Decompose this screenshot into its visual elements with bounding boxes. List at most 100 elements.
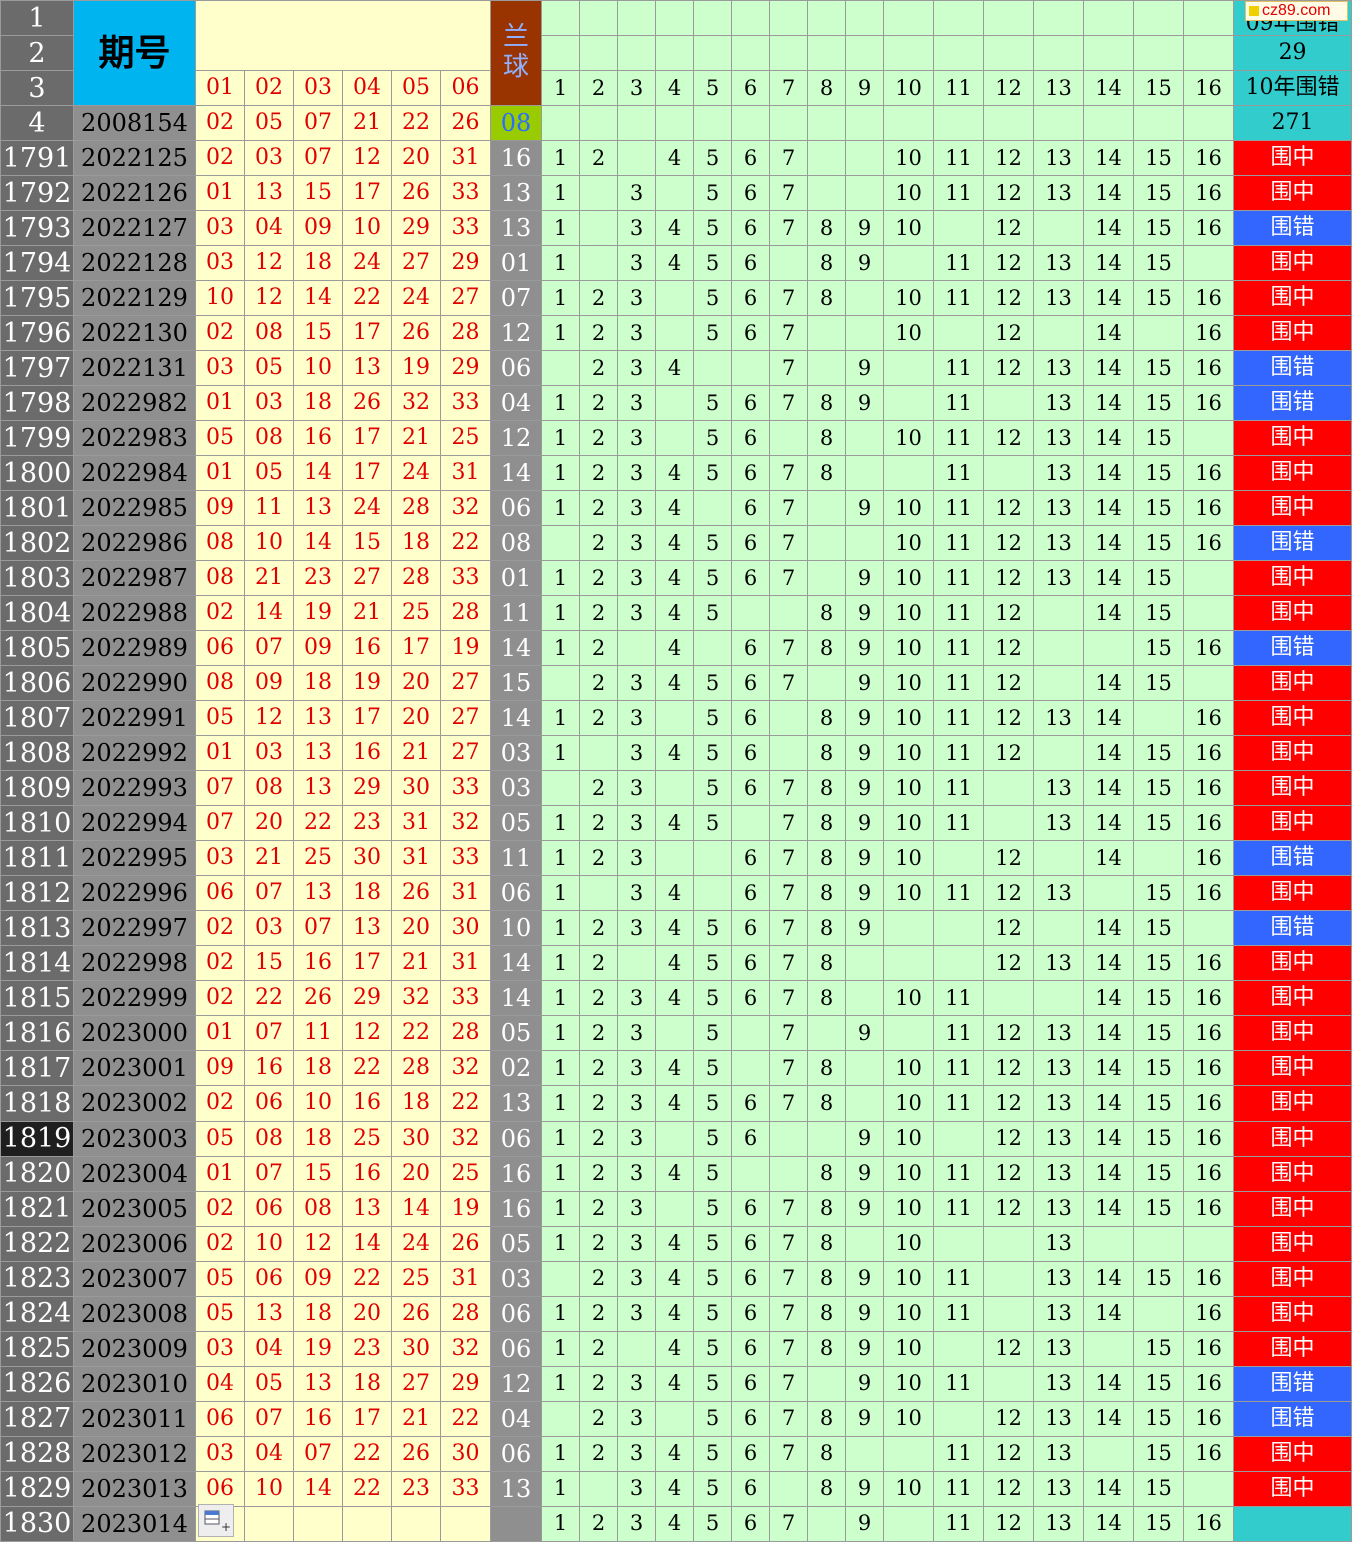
num-col-header[interactable]: 15 <box>1133 70 1185 107</box>
number-cell[interactable] <box>845 525 885 562</box>
red-ball-cell[interactable]: 33 <box>439 385 492 422</box>
red-ball-cell[interactable]: 15 <box>293 175 343 212</box>
red-ball-cell[interactable]: 09 <box>195 490 245 527</box>
grid-cell[interactable] <box>541 35 581 72</box>
number-cell[interactable]: 5 <box>693 1050 733 1087</box>
number-cell[interactable] <box>883 455 935 492</box>
number-cell[interactable] <box>933 210 985 247</box>
number-cell[interactable]: 5 <box>693 455 733 492</box>
number-cell[interactable]: 2 <box>579 1365 619 1402</box>
number-cell[interactable]: 4 <box>655 1155 695 1192</box>
red-ball-cell[interactable]: 04 <box>244 1330 294 1367</box>
number-cell[interactable]: 10 <box>883 525 935 562</box>
red-ball-cell[interactable]: 14 <box>293 525 343 562</box>
red-ball-cell[interactable]: 26 <box>391 1295 441 1332</box>
red-ball-cell[interactable]: 22 <box>391 105 441 142</box>
grid-cell[interactable] <box>693 35 733 72</box>
red-ball-cell[interactable]: 09 <box>195 1050 245 1087</box>
number-cell[interactable]: 6 <box>731 630 771 667</box>
number-cell[interactable]: 2 <box>579 840 619 877</box>
number-cell[interactable]: 7 <box>769 1505 809 1542</box>
number-cell[interactable]: 12 <box>983 350 1035 387</box>
number-cell[interactable]: 3 <box>617 1295 657 1332</box>
red-ball-cell[interactable]: 17 <box>342 315 392 352</box>
number-cell[interactable]: 12 <box>983 140 1035 177</box>
number-cell[interactable]: 16 <box>1183 210 1235 247</box>
number-cell[interactable]: 15 <box>1133 945 1185 982</box>
red-ball-cell[interactable]: 27 <box>439 735 492 772</box>
number-cell[interactable]: 8 <box>807 210 847 247</box>
number-cell[interactable]: 10 <box>883 1120 935 1157</box>
number-cell[interactable]: 3 <box>617 1015 657 1052</box>
number-cell[interactable]: 4 <box>655 140 695 177</box>
number-cell[interactable]: 16 <box>1183 805 1235 842</box>
blue-ball-cell[interactable]: 14 <box>490 630 543 667</box>
number-cell[interactable]: 7 <box>769 910 809 947</box>
red-ball-cell[interactable]: 20 <box>391 1155 441 1192</box>
number-cell[interactable]: 3 <box>617 1190 657 1227</box>
number-cell[interactable]: 2 <box>579 1120 619 1157</box>
red-ball-cell[interactable]: 16 <box>244 1050 294 1087</box>
number-cell[interactable]: 14 <box>1083 1260 1135 1297</box>
number-cell[interactable]: 9 <box>845 595 885 632</box>
red-ball-cell[interactable]: 09 <box>293 630 343 667</box>
issue-cell[interactable]: 2023005 <box>73 1190 196 1227</box>
number-cell[interactable]: 6 <box>731 175 771 212</box>
red-ball-cell[interactable]: 07 <box>244 1400 294 1437</box>
number-cell[interactable]: 3 <box>617 910 657 947</box>
blue-ball-cell[interactable] <box>490 1505 543 1542</box>
number-cell[interactable]: 1 <box>541 595 581 632</box>
red-ball-cell[interactable] <box>342 1505 392 1542</box>
red-ball-cell[interactable]: 14 <box>244 595 294 632</box>
red-ball-cell[interactable]: 03 <box>195 1435 245 1472</box>
number-cell[interactable]: 6 <box>731 945 771 982</box>
result-hit-cell[interactable]: 围中 <box>1233 1435 1352 1472</box>
row-header[interactable]: 1816 <box>0 1015 74 1052</box>
number-cell[interactable]: 7 <box>769 665 809 702</box>
red-ball-cell[interactable]: 02 <box>195 105 245 142</box>
number-cell[interactable] <box>845 280 885 317</box>
number-cell[interactable]: 5 <box>693 770 733 807</box>
red-ball-cell[interactable]: 24 <box>391 280 441 317</box>
red-ball-cell[interactable]: 08 <box>244 315 294 352</box>
number-cell[interactable]: 2 <box>579 1190 619 1227</box>
red-ball-cell[interactable]: 27 <box>342 560 392 597</box>
result-hit-cell[interactable]: 围中 <box>1233 175 1352 212</box>
number-cell[interactable] <box>1183 665 1235 702</box>
number-cell[interactable]: 11 <box>933 455 985 492</box>
number-cell[interactable]: 11 <box>933 1295 985 1332</box>
number-cell[interactable]: 13 <box>1033 455 1085 492</box>
red-ball-cell[interactable]: 21 <box>244 560 294 597</box>
number-cell[interactable]: 7 <box>769 1190 809 1227</box>
red-ball-cell[interactable]: 22 <box>244 980 294 1017</box>
number-cell[interactable]: 2 <box>579 945 619 982</box>
number-cell[interactable]: 13 <box>1033 1505 1085 1542</box>
number-cell[interactable]: 5 <box>693 280 733 317</box>
red-ball-cell[interactable]: 22 <box>439 1400 492 1437</box>
number-cell[interactable] <box>769 420 809 457</box>
number-cell[interactable] <box>807 1365 847 1402</box>
number-cell[interactable] <box>1083 630 1135 667</box>
number-cell[interactable]: 7 <box>769 525 809 562</box>
number-cell[interactable]: 7 <box>769 1085 809 1122</box>
red-ball-cell[interactable]: 01 <box>195 735 245 772</box>
red-ball-cell[interactable]: 04 <box>244 210 294 247</box>
number-cell[interactable] <box>693 840 733 877</box>
red-ball-cell[interactable]: 22 <box>439 525 492 562</box>
number-cell[interactable]: 8 <box>807 1470 847 1507</box>
grid-cell[interactable] <box>769 0 809 37</box>
grid-cell[interactable] <box>541 105 581 142</box>
row-header[interactable]: 1806 <box>0 665 74 702</box>
number-cell[interactable]: 3 <box>617 875 657 912</box>
number-cell[interactable]: 10 <box>883 1050 935 1087</box>
red-ball-cell[interactable]: 13 <box>342 350 392 387</box>
number-cell[interactable]: 5 <box>693 735 733 772</box>
red-ball-cell[interactable]: 28 <box>391 560 441 597</box>
red-ball-cell[interactable]: 25 <box>391 595 441 632</box>
red-ball-cell[interactable]: 25 <box>391 1260 441 1297</box>
number-cell[interactable]: 14 <box>1083 1190 1135 1227</box>
number-cell[interactable]: 16 <box>1183 840 1235 877</box>
number-cell[interactable]: 14 <box>1083 420 1135 457</box>
number-cell[interactable] <box>731 805 771 842</box>
red-ball-cell[interactable]: 02 <box>195 945 245 982</box>
